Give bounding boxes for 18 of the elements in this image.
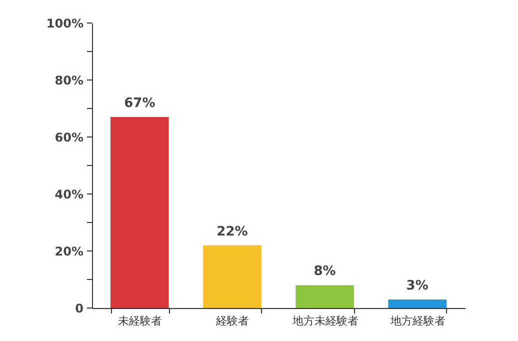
bar <box>203 245 262 308</box>
data-label: 22% <box>216 224 248 240</box>
y-tick-label: 40% <box>54 188 84 202</box>
x-tick-label: 地方経験者 <box>389 314 446 328</box>
x-tick-label: 経験者 <box>215 314 250 328</box>
y-tick-label: 0 <box>75 302 84 316</box>
y-tick-label: 60% <box>54 130 84 144</box>
x-tick-label: 未経験者 <box>118 314 162 328</box>
y-tick-label: 100% <box>46 16 84 30</box>
data-label: 8% <box>314 264 336 280</box>
data-label: 3% <box>406 278 428 294</box>
bar <box>110 117 169 308</box>
bar <box>388 299 446 308</box>
bar <box>296 285 354 308</box>
y-tick-label: 20% <box>54 244 84 258</box>
y-tick-label: 80% <box>54 74 84 88</box>
x-tick-label: 地方未経験者 <box>291 314 358 328</box>
data-label: 67% <box>124 96 156 112</box>
